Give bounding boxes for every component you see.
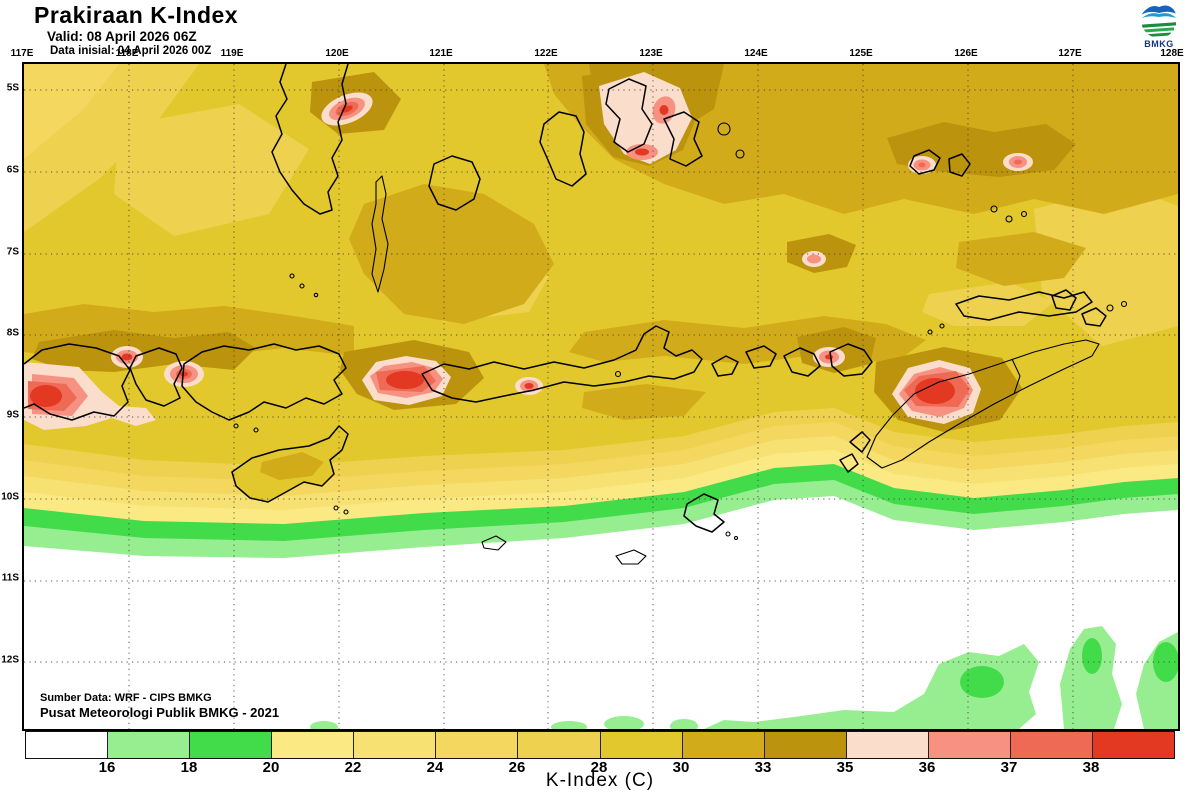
lon-label: 117E [10, 48, 34, 59]
colorbar-cell [26, 732, 108, 758]
lat-label: 5S [6, 82, 19, 94]
colorbar-cell [517, 732, 600, 758]
valid-time-label: Valid: 08 April 2026 06Z [47, 29, 197, 44]
colorbar-tick: 37 [1000, 759, 1018, 776]
lon-label: 119E [220, 48, 244, 59]
lat-label: 10S [1, 491, 19, 503]
lon-label: 123E [639, 48, 663, 59]
colorbar-cell [107, 732, 190, 758]
graticule [24, 64, 1178, 729]
colorbar-cell [681, 732, 764, 758]
lat-label: 6S [6, 164, 19, 176]
colorbar-cell [845, 732, 928, 758]
lon-label: 128E [1160, 48, 1184, 59]
sumba-fill [232, 426, 348, 502]
colorbar-tick: 38 [1082, 759, 1100, 776]
colorbar-tick: 24 [426, 759, 444, 776]
bmkg-logo-icon [1141, 2, 1177, 38]
colorbar-tick: 16 [98, 759, 116, 776]
lon-label: 120E [325, 48, 349, 59]
colorbar-cell [1092, 732, 1175, 758]
colorbar-cell [763, 732, 846, 758]
init-time-label: Data inisial: 04 April 2026 00Z [50, 45, 212, 57]
colorbar-cell [435, 732, 518, 758]
lon-label: 126E [954, 48, 978, 59]
map-canvas [24, 64, 1178, 729]
lon-label: 118E [115, 48, 139, 59]
lon-label: 125E [849, 48, 873, 59]
publisher-label: Pusat Meteorologi Publik BMKG - 2021 [40, 705, 280, 720]
hotspots [24, 72, 1033, 430]
colorbar-tick: 33 [754, 759, 772, 776]
light-patches [24, 64, 1178, 346]
colorbar-cell [1009, 732, 1093, 758]
coastlines [24, 64, 1128, 565]
colorbar-caption: K-Index (C) [545, 770, 655, 791]
source-data-label: Sumber Data: WRF - CIPS BMKG [40, 692, 212, 704]
lat-label: 8S [6, 327, 19, 339]
page-title: Prakiraan K-Index [34, 2, 239, 28]
lat-label: 9S [6, 409, 19, 421]
transition-bands [24, 408, 1178, 729]
lon-label: 121E [429, 48, 453, 59]
colorbar-tick: 20 [262, 759, 280, 776]
colorbar-tick: 28 [590, 759, 608, 776]
colorbar-tick: 35 [836, 759, 854, 776]
colorbar-tick: 26 [508, 759, 526, 776]
forecast-map: Sumber Data: WRF - CIPS BMKG Pusat Meteo… [22, 62, 1180, 731]
lat-label: 7S [6, 246, 19, 258]
green-blobs [310, 626, 1178, 729]
colorbar-cell [599, 732, 682, 758]
lat-label: 12S [1, 654, 19, 666]
lon-label: 124E [744, 48, 768, 59]
colorbar-cell [353, 732, 436, 758]
colorbar-ticks: 16 18 20 22 24 26 28 30 33 35 36 37 38 [25, 759, 1173, 777]
lat-label: 11S [1, 572, 19, 584]
colorbar [25, 731, 1175, 759]
lon-label: 122E [534, 48, 558, 59]
colorbar-tick: 36 [918, 759, 936, 776]
colorbar-cell [271, 732, 354, 758]
colorbar-tick: 22 [344, 759, 362, 776]
colorbar-tick: 18 [180, 759, 198, 776]
colorbar-tick: 30 [672, 759, 690, 776]
colorbar-cell [189, 732, 272, 758]
colorbar-cell [927, 732, 1010, 758]
bmkg-logo-text: BMKG [1144, 39, 1174, 49]
lon-label: 127E [1058, 48, 1082, 59]
